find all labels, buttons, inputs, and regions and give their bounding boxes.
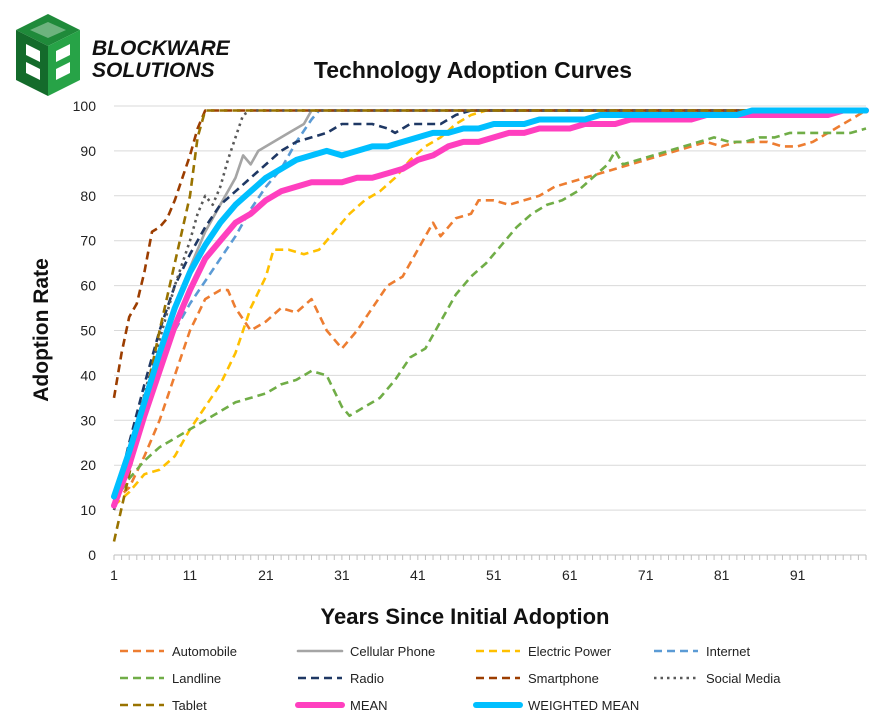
series-line-landline — [112, 127, 867, 502]
y-tick-label: 0 — [88, 547, 96, 563]
series-line-mean — [111, 107, 869, 509]
y-tick-label: 80 — [80, 188, 96, 204]
series-line-social-media — [112, 109, 866, 511]
legend: Automobile Cellular Phone Electric Power In… — [120, 644, 781, 713]
y-tick-label: 90 — [80, 143, 96, 159]
y-tick-label: 10 — [80, 502, 96, 518]
y-axis-title: Adoption Rate — [30, 258, 53, 401]
x-tick-label: 1 — [110, 567, 118, 583]
x-tick-label: 51 — [486, 567, 502, 583]
legend-label-tablet: Tablet — [172, 698, 207, 713]
series-line-radio — [112, 109, 866, 506]
series-line-cellular-phone — [112, 109, 868, 507]
x-tick-label: 91 — [790, 567, 806, 583]
series-line-tablet — [112, 109, 866, 542]
legend-label-radio: Radio — [350, 671, 384, 686]
x-tick-label: 41 — [410, 567, 426, 583]
legend-label-social-media: Social Media — [706, 671, 781, 686]
legend-label-weighted-mean: WEIGHTED MEAN — [528, 698, 639, 713]
series-line-smartphone — [112, 109, 866, 399]
legend-label-landline: Landline — [172, 671, 221, 686]
legend-label-automobile: Automobile — [172, 644, 237, 659]
y-tick-label: 40 — [80, 367, 96, 383]
x-tick-label: 11 — [183, 567, 198, 583]
logo-cube-mark-right — [56, 44, 70, 80]
cube-logo-icon — [16, 14, 80, 96]
x-tick-label: 61 — [562, 567, 578, 583]
legend-label-smartphone: Smartphone — [528, 671, 599, 686]
x-tick-label: 81 — [714, 567, 730, 583]
brand-logo: BLOCKWARE SOLUTIONS — [16, 14, 231, 96]
y-tick-label: 20 — [80, 457, 96, 473]
brand-line-2: SOLUTIONS — [92, 59, 215, 82]
logo-cube-top-mark — [30, 22, 66, 38]
x-tick-label: 71 — [638, 567, 654, 583]
y-tick-label: 70 — [80, 233, 96, 249]
series-line-automobile — [113, 109, 867, 503]
x-axis-ticks: 1 11 21 31 41 51 61 71 81 91 — [110, 567, 806, 583]
y-axis-ticks: 0 10 20 30 40 50 60 70 80 90 100 — [73, 98, 97, 563]
y-tick-label: 50 — [80, 323, 96, 339]
y-tick-label: 60 — [80, 278, 96, 294]
x-tick-label: 31 — [334, 567, 350, 583]
gridlines — [114, 105, 866, 511]
y-tick-label: 30 — [80, 412, 96, 428]
y-tick-label: 100 — [73, 98, 97, 114]
chart-title: Technology Adoption Curves — [314, 57, 632, 83]
legend-label-internet: Internet — [706, 644, 750, 659]
legend-label-electric-power: Electric Power — [528, 644, 612, 659]
legend-label-cellular-phone: Cellular Phone — [350, 644, 435, 659]
series-line-internet — [112, 109, 866, 502]
series-line-electric-power — [113, 109, 866, 507]
series-lines — [111, 107, 869, 542]
x-axis — [113, 554, 867, 560]
brand-line-1: BLOCKWARE — [92, 37, 231, 60]
x-axis-title: Years Since Initial Adoption — [321, 604, 610, 629]
logo-cube-mark-left — [26, 44, 40, 80]
series-line-weighted-mean — [111, 107, 869, 500]
x-tick-label: 21 — [258, 567, 274, 583]
legend-label-mean: MEAN — [350, 698, 388, 713]
